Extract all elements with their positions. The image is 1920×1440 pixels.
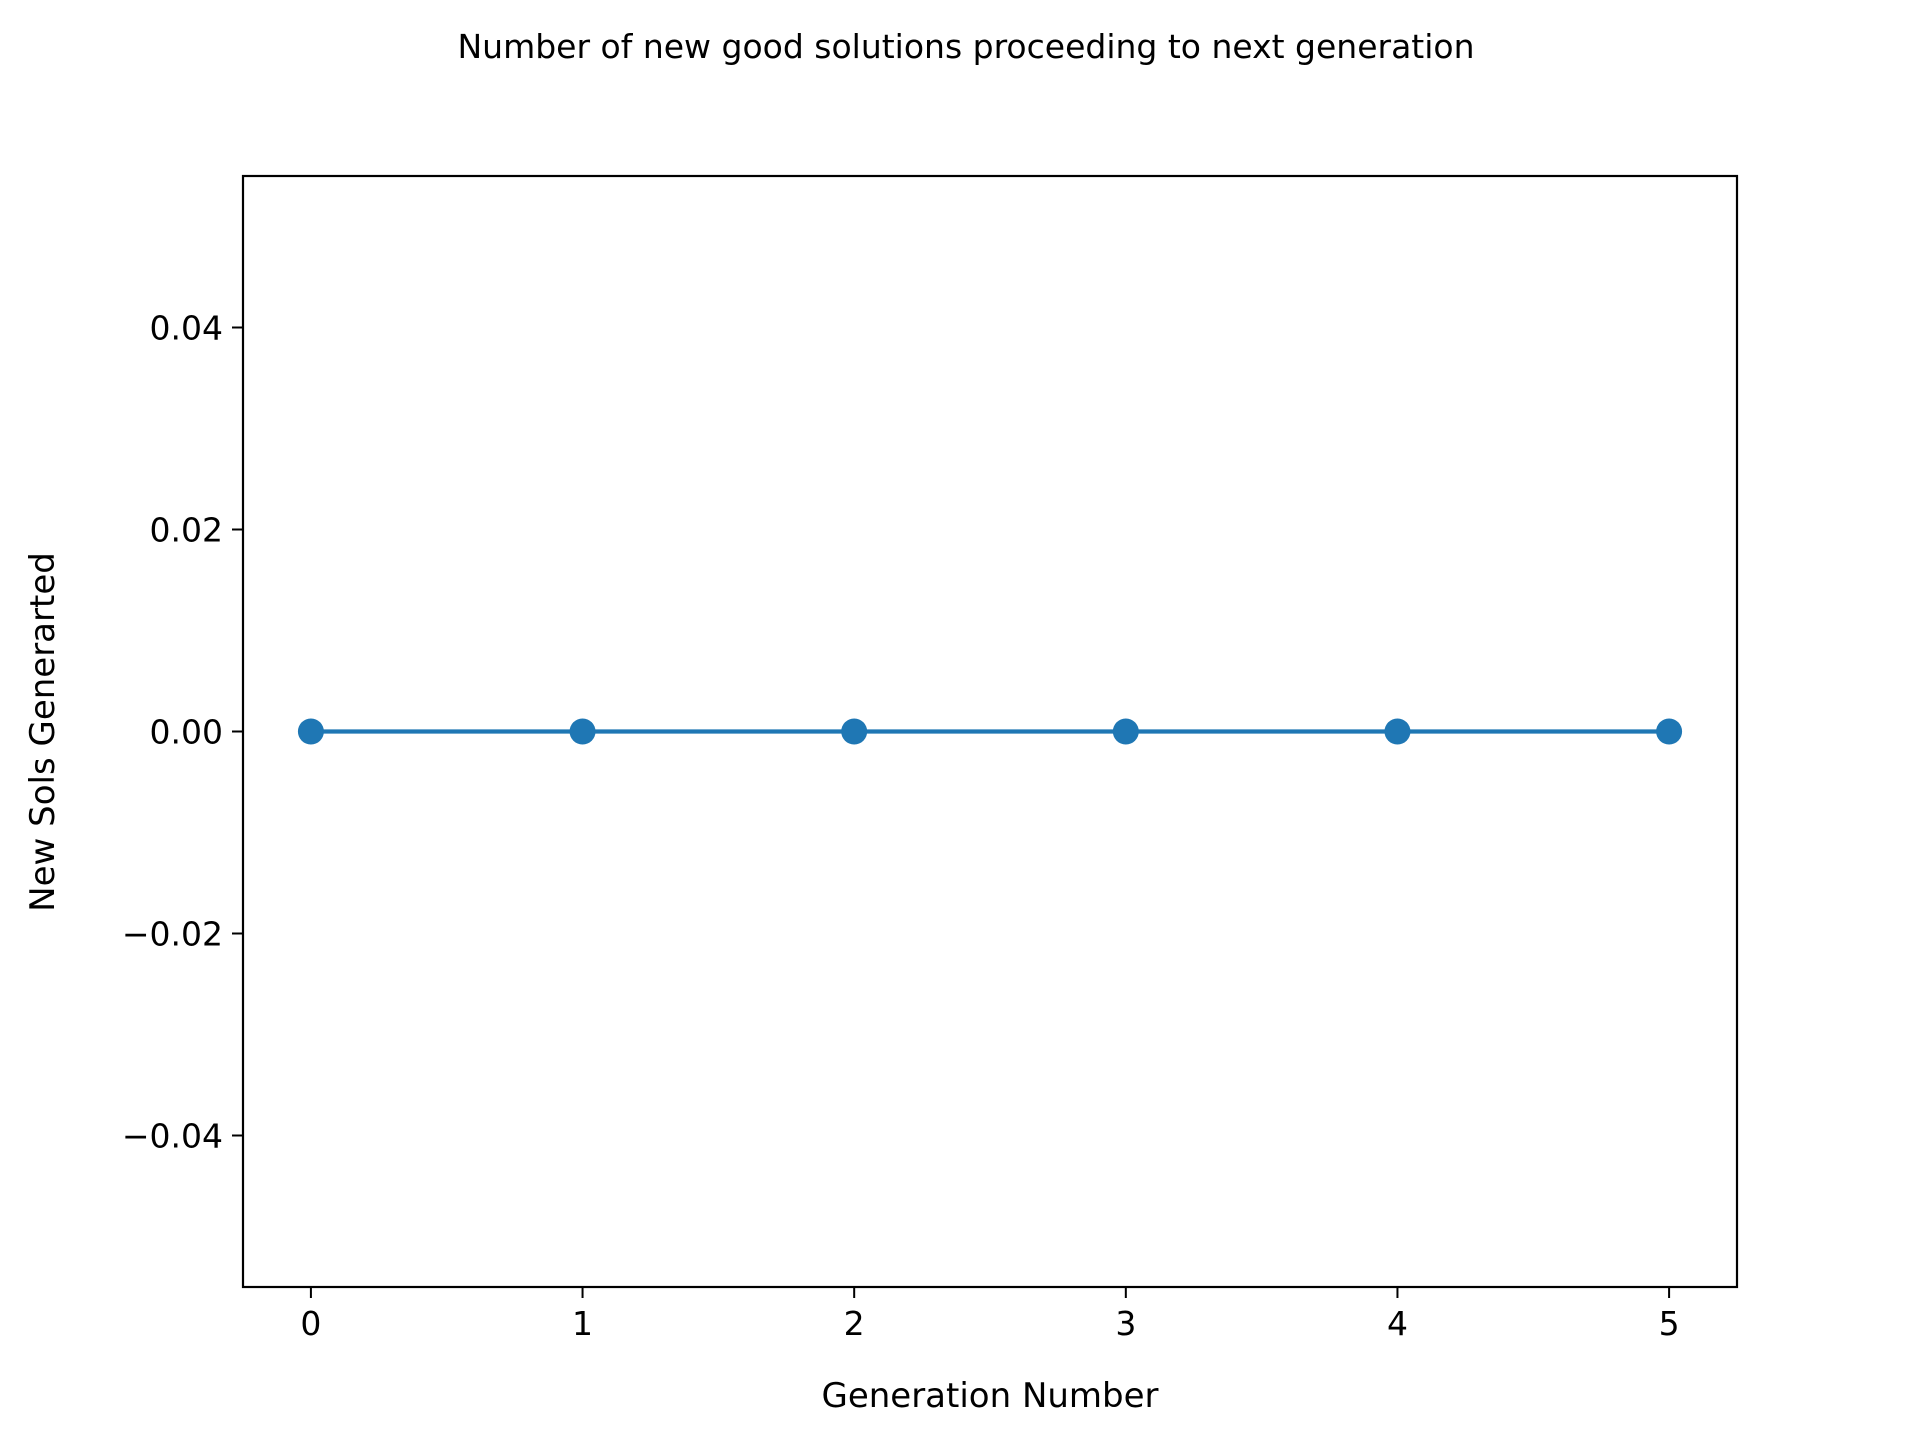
x-tick-label: 3	[1115, 1304, 1136, 1343]
x-tick-label: 4	[1387, 1304, 1408, 1343]
chart-title: Number of new good solutions proceeding …	[457, 27, 1474, 66]
y-tick-label: 0.00	[150, 713, 223, 752]
x-axis-ticks: 0 1 2 3 4 5	[300, 1287, 1680, 1343]
y-tick-label: −0.02	[122, 915, 223, 954]
x-tick-label: 1	[572, 1304, 593, 1343]
x-tick-label: 0	[300, 1304, 321, 1343]
y-axis-ticks: 0.04 0.02 0.00 −0.02 −0.04	[122, 309, 243, 1156]
x-axis-label: Generation Number	[821, 1376, 1158, 1416]
x-tick-label: 5	[1659, 1304, 1680, 1343]
y-tick-label: 0.02	[150, 511, 223, 550]
data-point	[841, 718, 868, 745]
data-point	[1384, 718, 1411, 745]
data-point	[1656, 718, 1683, 745]
data-point	[569, 718, 596, 745]
y-tick-label: −0.04	[122, 1117, 223, 1156]
data-point	[1112, 718, 1139, 745]
data-point	[297, 718, 324, 745]
y-tick-label: 0.04	[150, 309, 223, 348]
y-axis-label: New Sols Generarted	[23, 552, 63, 912]
series-layer	[297, 718, 1683, 745]
x-tick-label: 2	[844, 1304, 865, 1343]
